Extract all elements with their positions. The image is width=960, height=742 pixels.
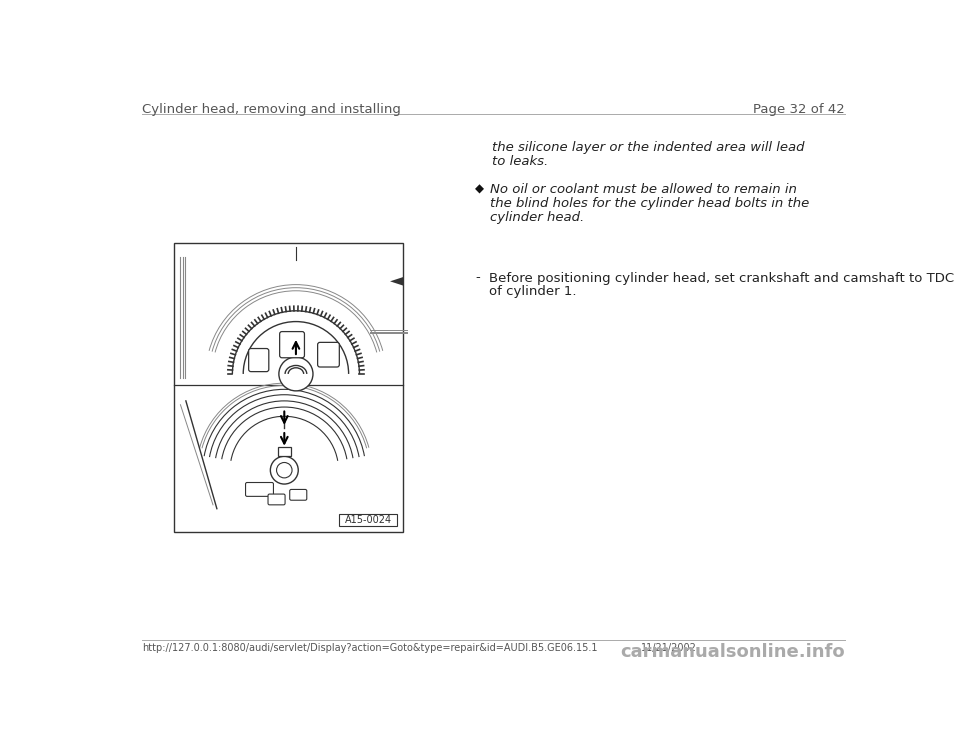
Text: -: - bbox=[475, 272, 480, 284]
Text: of cylinder 1.: of cylinder 1. bbox=[489, 286, 576, 298]
Text: ◄: ◄ bbox=[390, 272, 403, 289]
Text: http://127.0.0.1:8080/audi/servlet/Display?action=Goto&type=repair&id=AUDI.B5.GE: http://127.0.0.1:8080/audi/servlet/Displ… bbox=[142, 643, 597, 654]
Bar bbox=[339, 514, 396, 525]
Text: ◆: ◆ bbox=[475, 183, 484, 196]
FancyBboxPatch shape bbox=[290, 490, 307, 500]
Bar bbox=[175, 243, 403, 532]
Text: A15-0024: A15-0024 bbox=[345, 515, 392, 525]
FancyBboxPatch shape bbox=[318, 342, 339, 367]
Text: the blind holes for the cylinder head bolts in the: the blind holes for the cylinder head bo… bbox=[491, 197, 809, 210]
Text: the silicone layer or the indented area will lead: the silicone layer or the indented area … bbox=[492, 142, 804, 154]
Text: to leaks.: to leaks. bbox=[492, 155, 548, 168]
Text: Cylinder head, removing and installing: Cylinder head, removing and installing bbox=[142, 103, 400, 116]
Text: Before positioning cylinder head, set crankshaft and camshaft to TDC: Before positioning cylinder head, set cr… bbox=[489, 272, 954, 284]
FancyBboxPatch shape bbox=[246, 482, 274, 496]
Circle shape bbox=[271, 456, 299, 484]
FancyBboxPatch shape bbox=[279, 332, 304, 358]
Text: cylinder head.: cylinder head. bbox=[491, 211, 585, 223]
Circle shape bbox=[276, 462, 292, 478]
FancyBboxPatch shape bbox=[268, 494, 285, 505]
Text: No oil or coolant must be allowed to remain in: No oil or coolant must be allowed to rem… bbox=[491, 183, 798, 196]
FancyBboxPatch shape bbox=[249, 349, 269, 372]
Text: 11/21/2002: 11/21/2002 bbox=[641, 643, 697, 654]
Circle shape bbox=[278, 357, 313, 391]
Text: carmanualsonline.info: carmanualsonline.info bbox=[620, 643, 845, 661]
Text: Page 32 of 42: Page 32 of 42 bbox=[753, 103, 845, 116]
Bar bbox=[278, 447, 291, 456]
